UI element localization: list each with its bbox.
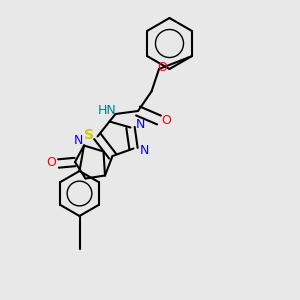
Text: O: O — [162, 113, 171, 127]
Text: HN: HN — [98, 104, 116, 117]
Text: N: N — [135, 118, 145, 131]
Text: O: O — [46, 155, 56, 169]
Text: S: S — [84, 128, 94, 142]
Text: N: N — [73, 134, 83, 147]
Text: O: O — [158, 61, 167, 74]
Text: N: N — [140, 143, 150, 157]
